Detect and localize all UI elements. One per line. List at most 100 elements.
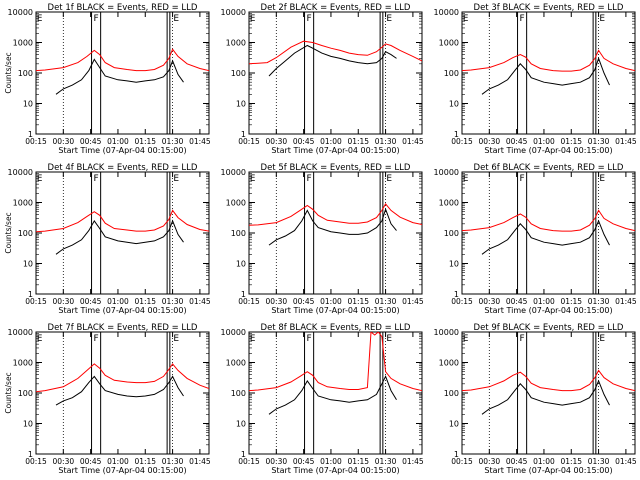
y-tick-label: 10000 bbox=[221, 168, 246, 177]
interval-marker: E bbox=[173, 174, 179, 184]
y-tick-label: 1000 bbox=[13, 39, 33, 48]
chart-title: Det 1f BLACK = Events, RED = LLD bbox=[48, 3, 198, 13]
chart-panel: 1 10 100 1000 10000 00:15 00:30 00:45 01:00 01:15… bbox=[4, 323, 211, 475]
x-axis-label: Start Time (07-Apr-04 00:15:00) bbox=[484, 466, 612, 475]
x-tick-label: 00:15 bbox=[238, 137, 260, 146]
y-axis-label: Counts/sec bbox=[4, 372, 13, 413]
chart-panel: 1 10 100 1000 10000 00:15 00:30 00:45 01:00 01:15… bbox=[4, 3, 211, 155]
interval-marker: E bbox=[599, 174, 605, 184]
x-tick-label: 01:30 bbox=[162, 137, 184, 146]
y-tick-label: 10 bbox=[23, 260, 33, 269]
x-tick-label: 01:45 bbox=[189, 137, 211, 146]
x-tick-label: 01:30 bbox=[375, 137, 397, 146]
x-tick-label: 01:30 bbox=[162, 457, 184, 466]
interval-marker: E bbox=[250, 334, 256, 344]
series-line bbox=[55, 219, 184, 255]
plot-frame bbox=[35, 171, 210, 295]
plot-frame bbox=[461, 11, 636, 135]
interval-marker: F bbox=[94, 174, 99, 184]
series-line bbox=[462, 49, 635, 72]
x-tick-label: 01:00 bbox=[320, 297, 342, 306]
x-tick-label: 00:30 bbox=[479, 297, 501, 306]
x-tick-label: 00:30 bbox=[479, 137, 501, 146]
series-line bbox=[55, 58, 184, 95]
y-tick-label: 1000 bbox=[439, 199, 459, 208]
x-tick-label: 01:45 bbox=[402, 137, 424, 146]
x-tick-label: 01:45 bbox=[402, 297, 424, 306]
x-tick-label: 01:15 bbox=[134, 457, 156, 466]
y-tick-label: 100 bbox=[18, 389, 33, 398]
series-line bbox=[36, 209, 209, 233]
interval-marker: F bbox=[94, 14, 99, 24]
chart-panel: 1 10 100 1000 10000 00:15 00:30 00:45 01:00 01:15… bbox=[434, 323, 637, 475]
x-tick-label: 00:45 bbox=[293, 137, 315, 146]
y-tick-label: 1 bbox=[28, 130, 33, 139]
plot-frame bbox=[248, 171, 423, 295]
y-tick-label: 10000 bbox=[221, 8, 246, 17]
chart-title: Det 9f BLACK = Events, RED = LLD bbox=[474, 323, 624, 333]
x-tick-label: 01:00 bbox=[533, 297, 555, 306]
x-tick-label: 01:45 bbox=[615, 457, 637, 466]
x-tick-label: 00:30 bbox=[53, 297, 75, 306]
series-line bbox=[481, 219, 610, 255]
series-line bbox=[36, 363, 209, 393]
x-tick-label: 01:30 bbox=[162, 297, 184, 306]
y-tick-label: 10 bbox=[236, 100, 246, 109]
y-tick-label: 10 bbox=[23, 100, 33, 109]
x-tick-label: 00:15 bbox=[25, 137, 47, 146]
x-tick-label: 01:30 bbox=[375, 297, 397, 306]
y-tick-label: 10000 bbox=[434, 8, 459, 17]
series-line bbox=[55, 375, 184, 406]
x-tick-label: 01:15 bbox=[134, 137, 156, 146]
series-line bbox=[268, 207, 397, 246]
y-tick-label: 1 bbox=[241, 130, 246, 139]
chart-title: Det 4f BLACK = Events, RED = LLD bbox=[48, 163, 198, 173]
y-tick-label: 10 bbox=[236, 420, 246, 429]
x-tick-label: 00:45 bbox=[80, 297, 102, 306]
y-tick-label: 100 bbox=[444, 69, 459, 78]
chart-panel: 1 10 100 1000 10000 00:15 00:30 00:45 01:00 01:15… bbox=[221, 323, 424, 475]
y-tick-label: 10000 bbox=[434, 168, 459, 177]
chart-title: Det 6f BLACK = Events, RED = LLD bbox=[474, 163, 624, 173]
x-tick-label: 01:00 bbox=[533, 457, 555, 466]
interval-marker: E bbox=[173, 334, 179, 344]
x-tick-label: 00:15 bbox=[25, 297, 47, 306]
x-tick-label: 01:15 bbox=[560, 297, 582, 306]
interval-marker: E bbox=[37, 14, 43, 24]
interval-marker: E bbox=[386, 334, 392, 344]
y-tick-label: 1000 bbox=[226, 199, 246, 208]
interval-marker: E bbox=[599, 334, 605, 344]
x-tick-label: 00:30 bbox=[266, 457, 288, 466]
y-tick-label: 10 bbox=[236, 260, 246, 269]
y-tick-label: 100 bbox=[444, 389, 459, 398]
x-tick-label: 01:45 bbox=[615, 297, 637, 306]
series-line bbox=[268, 44, 397, 77]
x-tick-label: 00:45 bbox=[506, 297, 528, 306]
x-tick-label: 00:30 bbox=[479, 457, 501, 466]
chart-title: Det 5f BLACK = Events, RED = LLD bbox=[261, 163, 411, 173]
x-tick-label: 00:15 bbox=[25, 457, 47, 466]
x-tick-label: 01:00 bbox=[107, 457, 129, 466]
interval-marker: F bbox=[520, 334, 525, 344]
x-tick-label: 01:00 bbox=[107, 297, 129, 306]
x-tick-label: 01:00 bbox=[533, 137, 555, 146]
y-tick-label: 1 bbox=[28, 450, 33, 459]
x-tick-label: 01:15 bbox=[560, 457, 582, 466]
chart-title: Det 2f BLACK = Events, RED = LLD bbox=[261, 3, 411, 13]
plot-frame bbox=[35, 331, 210, 455]
x-axis-label: Start Time (07-Apr-04 00:15:00) bbox=[58, 466, 186, 475]
y-tick-label: 1000 bbox=[226, 39, 246, 48]
y-tick-label: 100 bbox=[231, 389, 246, 398]
series-line bbox=[249, 332, 422, 392]
y-tick-label: 1 bbox=[241, 290, 246, 299]
y-axis-label: Counts/sec bbox=[4, 52, 13, 93]
x-tick-label: 01:00 bbox=[107, 137, 129, 146]
y-tick-label: 10000 bbox=[221, 328, 246, 337]
x-tick-label: 01:45 bbox=[189, 297, 211, 306]
series-line bbox=[249, 203, 422, 226]
interval-marker: F bbox=[520, 14, 525, 24]
series-line bbox=[462, 209, 635, 232]
x-tick-label: 00:45 bbox=[80, 137, 102, 146]
x-axis-label: Start Time (07-Apr-04 00:15:00) bbox=[271, 306, 399, 315]
y-tick-label: 10000 bbox=[434, 328, 459, 337]
